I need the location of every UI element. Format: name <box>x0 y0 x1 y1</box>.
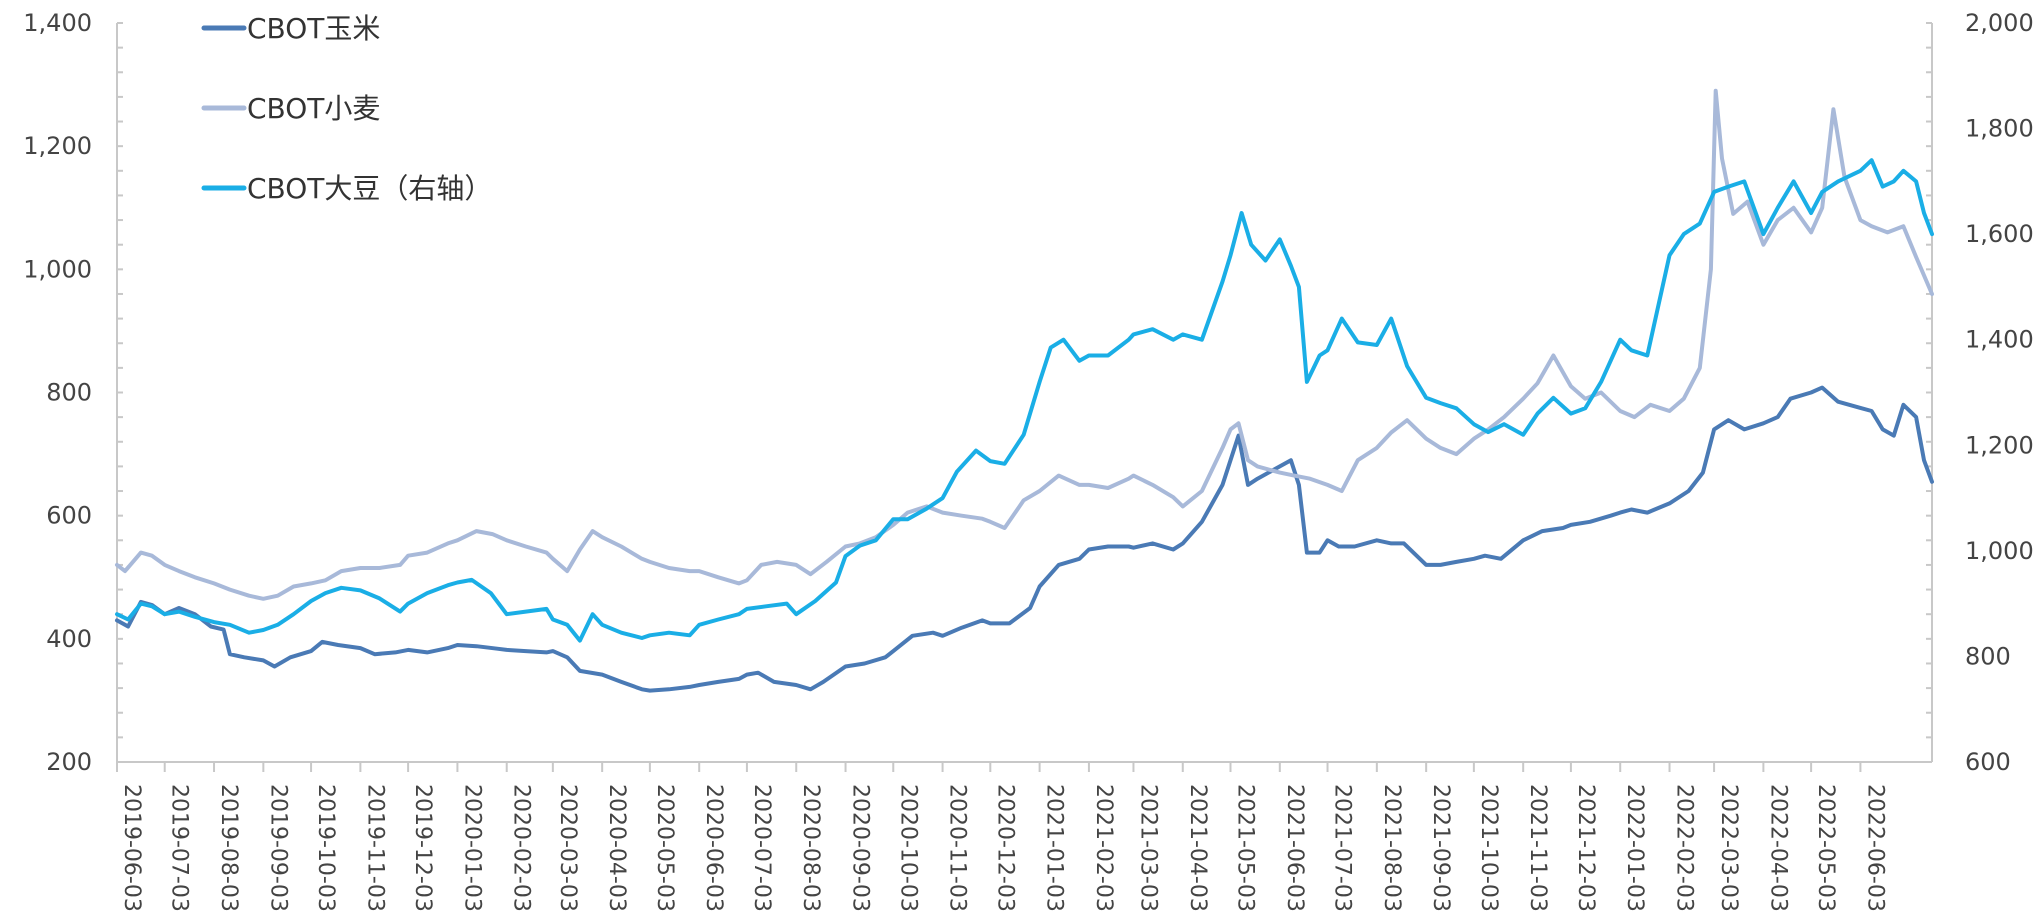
x-tick-label: 2022-03-03 <box>1716 784 1741 912</box>
right-y-tick-label: 600 <box>1965 748 2011 776</box>
x-tick-label: 2021-12-03 <box>1573 784 1598 912</box>
right-y-tick-label: 2,000 <box>1965 9 2034 37</box>
right-y-tick-label: 1,200 <box>1965 431 2034 459</box>
x-tick-label: 2019-06-03 <box>119 784 144 912</box>
left-y-tick-label: 600 <box>46 502 92 530</box>
axes-layer: 200 400 600 800 1,000 1,200 1,400 600 800 1,000 1,… <box>23 9 2033 912</box>
x-tick-label: 2021-11-03 <box>1525 784 1550 912</box>
x-tick-label: 2021-05-03 <box>1232 784 1257 912</box>
legend-label-3: CBOT大豆（右轴） <box>247 172 492 205</box>
series-line-2 <box>115 88 1934 601</box>
x-tick-label: 2022-02-03 <box>1672 784 1697 912</box>
x-tick-label: 2021-08-03 <box>1379 784 1404 912</box>
x-tick-label: 2019-09-03 <box>265 784 290 912</box>
left-y-tick-label: 1,200 <box>23 132 92 160</box>
x-tick-label: 2022-04-03 <box>1765 784 1790 912</box>
x-tick-label: 2020-12-03 <box>992 784 1017 912</box>
x-tick-label: 2022-01-03 <box>1622 784 1647 912</box>
x-tick-label: 2019-07-03 <box>167 784 192 912</box>
x-tick-label: 2020-06-03 <box>701 784 726 912</box>
x-tick-label: 2019-12-03 <box>410 784 435 912</box>
series-layer <box>115 88 1934 693</box>
x-tick-label: 2019-10-03 <box>313 784 338 912</box>
x-tick-label: 2022-05-03 <box>1813 784 1838 912</box>
x-tick-label: 2021-09-03 <box>1428 784 1453 912</box>
left-y-tick-label: 1,000 <box>23 255 92 283</box>
x-tick-label: 2020-09-03 <box>848 784 873 912</box>
legend: CBOT玉米 CBOT小麦 CBOT大豆（右轴） <box>201 12 492 205</box>
left-y-tick-label: 800 <box>46 379 92 407</box>
legend-label-2: CBOT小麦 <box>247 92 380 125</box>
x-tick-label: 2020-08-03 <box>798 784 823 912</box>
legend-label-1: CBOT玉米 <box>247 12 380 45</box>
x-tick-label: 2021-02-03 <box>1091 784 1116 912</box>
x-tick-label: 2020-03-03 <box>555 784 580 912</box>
x-tick-label: 2021-10-03 <box>1476 784 1501 912</box>
x-tick-label: 2020-11-03 <box>945 784 970 912</box>
right-y-tick-label: 1,400 <box>1965 326 2034 354</box>
left-y-tick-label: 1,400 <box>23 9 92 37</box>
x-tick-label: 2020-01-03 <box>459 784 484 912</box>
right-y-tick-label: 800 <box>1965 642 2011 670</box>
left-y-tick-label: 400 <box>46 625 92 653</box>
right-y-tick-label: 1,600 <box>1965 220 2034 248</box>
x-tick-label: 2020-04-03 <box>604 784 629 912</box>
x-tick-label: 2022-06-03 <box>1862 784 1887 912</box>
x-tick-label: 2020-02-03 <box>509 784 534 912</box>
series-line-1 <box>115 385 1934 693</box>
x-tick-label: 2019-11-03 <box>362 784 387 912</box>
x-tick-label: 2019-08-03 <box>216 784 241 912</box>
x-tick-label: 2020-05-03 <box>652 784 677 912</box>
right-y-tick-label: 1,800 <box>1965 115 2034 143</box>
x-tick-label: 2021-07-03 <box>1330 784 1355 912</box>
x-tick-label: 2021-03-03 <box>1135 784 1160 912</box>
x-tick-label: 2021-06-03 <box>1282 784 1307 912</box>
x-tick-label: 2021-01-03 <box>1042 784 1067 912</box>
x-tick-label: 2020-07-03 <box>749 784 774 912</box>
x-tick-label: 2020-10-03 <box>895 784 920 912</box>
left-y-tick-label: 200 <box>46 748 92 776</box>
x-tick-label: 2021-04-03 <box>1185 784 1210 912</box>
right-y-tick-label: 1,000 <box>1965 537 2034 565</box>
series-line-3 <box>115 158 1934 643</box>
